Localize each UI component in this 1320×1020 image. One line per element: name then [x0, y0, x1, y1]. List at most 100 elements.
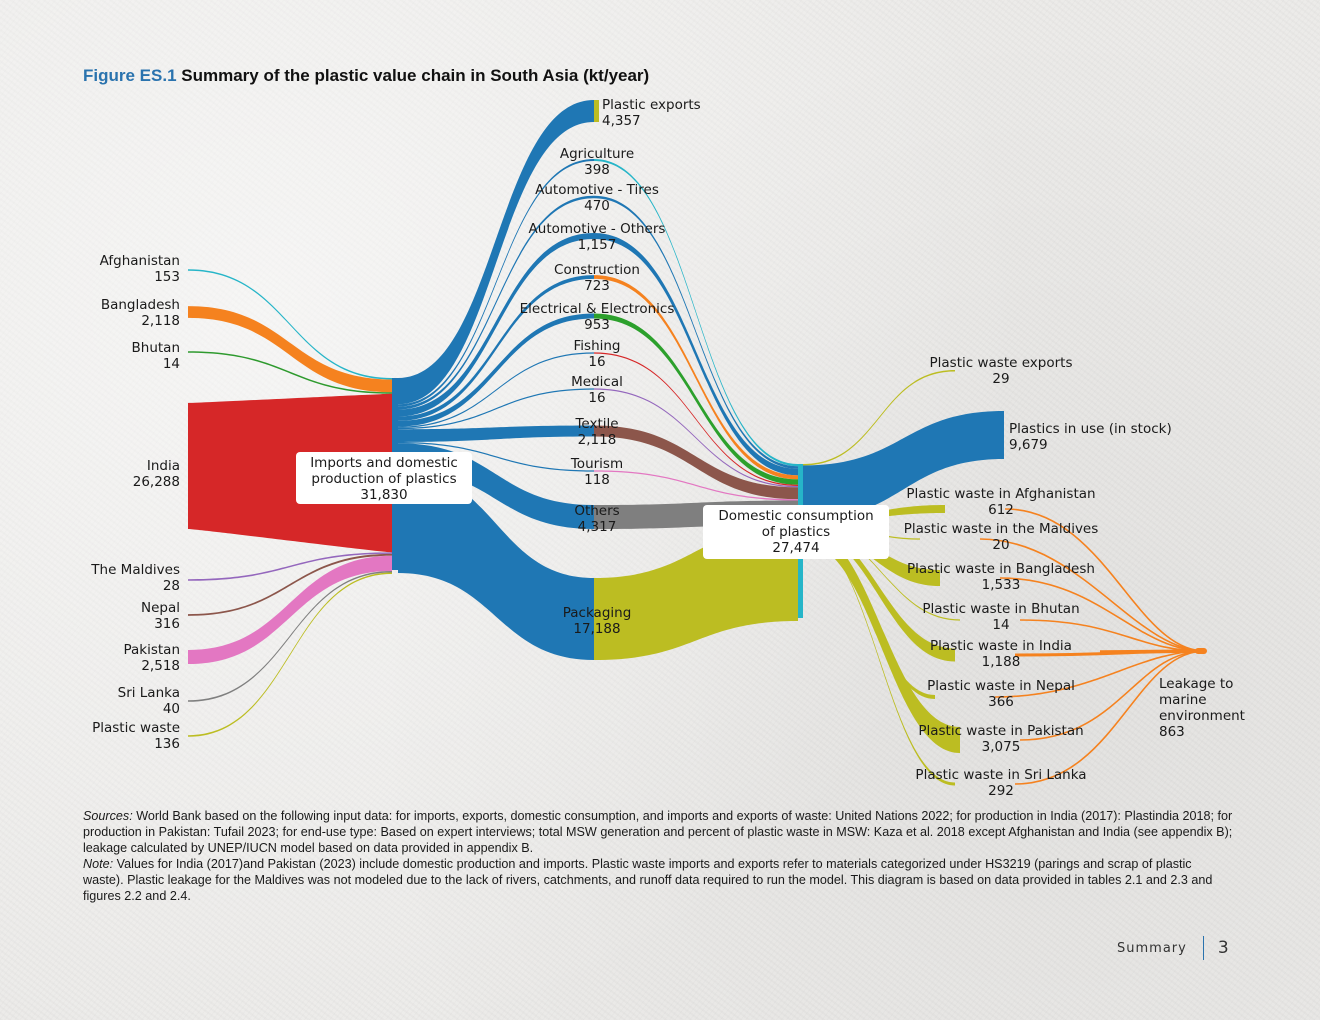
label-plastic-waste-line: Plastic waste: [92, 720, 180, 736]
label-plastic-waste-in-nepal: Plastic waste in Nepal 366: [927, 678, 1075, 710]
label-construction-line: Construction: [554, 262, 640, 278]
flow-to-agriculture: [398, 158, 594, 407]
flow-plastic-waste-in-india: [803, 524, 955, 662]
flow-plastic-waste-in-pakistan: [803, 527, 960, 753]
label-plastic-waste-in-pakistan-line: Plastic waste in Pakistan: [918, 723, 1083, 739]
label-plastic-waste-in-sri-lanka-line: Plastic waste in Sri Lanka: [915, 767, 1086, 783]
label-plastic-waste-in-sri-lanka: Plastic waste in Sri Lanka 292: [915, 767, 1086, 799]
label-packaging-line: Packaging: [563, 605, 632, 621]
label-agriculture: Agriculture 398: [560, 146, 634, 178]
label-textile-line: 2,118: [578, 432, 617, 448]
label-automotive-tires-line: Automotive - Tires: [535, 182, 659, 198]
label-plastic-exports-line: 4,357: [602, 113, 641, 129]
label-leakage-to-marine-environment-line: 863: [1159, 724, 1185, 740]
node-plastic-exports: [594, 100, 599, 122]
flow-bangladesh: [188, 306, 392, 393]
note-text: Values for India (2017)and Pakistan (202…: [83, 857, 1213, 903]
flow-the-maldives: [188, 552, 392, 581]
label-plastic-waste-in-bhutan-line: Plastic waste in Bhutan: [922, 601, 1079, 617]
note-label: Note:: [83, 857, 114, 871]
sources-text: World Bank based on the following input …: [83, 809, 1233, 855]
label-hub-consumption: Domestic consumption of plastics 27,474: [718, 508, 873, 556]
label-pakistan: Pakistan 2,518: [123, 642, 180, 674]
label-plastic-waste-in-india: Plastic waste in India 1,188: [930, 638, 1072, 670]
label-sri-lanka-line: Sri Lanka: [118, 685, 180, 701]
label-nepal-line: 316: [154, 616, 180, 632]
flow-construction-to-consumption: [594, 275, 798, 480]
flow-tourism-to-consumption: [594, 470, 798, 501]
label-plastics-in-use-line: 9,679: [1009, 437, 1048, 453]
flow-plastic-waste-in-bhutan: [803, 523, 960, 621]
label-pakistan-line: Pakistan: [123, 642, 180, 658]
label-plastic-waste-in-the-maldives: Plastic waste in the Maldives 20: [904, 521, 1099, 553]
source-flows: [188, 269, 392, 737]
label-plastic-waste-in-bangladesh: Plastic waste in Bangladesh 1,533: [907, 561, 1095, 593]
label-automotive-tires-line: 470: [584, 198, 610, 214]
flow-to-automotive-others: [398, 232, 594, 417]
label-nepal-line: Nepal: [141, 600, 180, 616]
label-packaging-line: 17,188: [573, 621, 620, 637]
label-plastic-waste-in-afghanistan-line: Plastic waste in Afghanistan: [906, 486, 1095, 502]
flow-plastic-waste-in-sri-lanka: [803, 532, 955, 786]
label-plastics-in-use-line: Plastics in use (in stock): [1009, 421, 1172, 437]
label-sri-lanka-line: 40: [163, 701, 180, 717]
label-afghanistan: Afghanistan 153: [100, 253, 180, 285]
flow-india: [188, 393, 392, 553]
label-plastic-exports: Plastic exports 4,357: [602, 97, 701, 129]
label-others-line: Others: [574, 503, 619, 519]
node-leakage: [1195, 648, 1207, 654]
label-fishing-line: Fishing: [574, 338, 621, 354]
label-india-line: India: [147, 458, 180, 474]
label-nepal: Nepal 316: [141, 600, 180, 632]
flow-medical-to-consumption: [594, 388, 798, 488]
label-others-line: 4,317: [578, 519, 617, 535]
flow-automotive-others-to-consumption: [594, 232, 798, 476]
label-the-maldives-line: The Maldives: [90, 562, 180, 578]
label-tourism: Tourism 118: [570, 456, 623, 488]
label-plastic-waste-in-afghanistan: Plastic waste in Afghanistan 612: [906, 486, 1095, 518]
label-hub-consumption-box: [703, 505, 889, 559]
sector-flows: [398, 100, 803, 660]
label-hub-consumption-line: 27,474: [772, 540, 819, 556]
page-footer: Summary 3: [1117, 934, 1229, 962]
label-plastic-waste-in-bangladesh-line: Plastic waste in Bangladesh: [907, 561, 1095, 577]
leak-merge: [1099, 649, 1206, 654]
label-others: Others 4,317: [574, 503, 619, 535]
label-hub-imports: Imports and domestic production of plasti…: [310, 455, 458, 503]
flow-plastics-in-use-in-stock: [803, 411, 1004, 520]
label-leakage-to-marine-environment: Leakage to marine environment 863: [1159, 676, 1245, 740]
label-the-maldives: The Maldives 28: [90, 562, 180, 594]
label-medical-line: Medical: [571, 374, 623, 390]
label-plastic-waste-in-pakistan-line: 3,075: [982, 739, 1021, 755]
label-hub-imports-box: [296, 452, 472, 504]
label-leakage-to-marine-environment-line: environment: [1159, 708, 1245, 724]
label-automotive-others-line: 1,157: [578, 237, 617, 253]
flow-sri-lanka: [188, 570, 392, 702]
label-plastic-waste-in-bhutan: Plastic waste in Bhutan 14: [922, 601, 1079, 633]
flow-fishing-to-consumption: [594, 352, 798, 487]
label-agriculture-line: Agriculture: [560, 146, 634, 162]
label-afghanistan-line: Afghanistan: [100, 253, 180, 269]
label-bangladesh-line: 2,118: [141, 313, 180, 329]
label-automotive-tires: Automotive - Tires 470: [535, 182, 659, 214]
label-plastic-waste-in-nepal-line: 366: [988, 694, 1014, 710]
flow-afghanistan: [188, 269, 392, 380]
label-the-maldives-line: 28: [163, 578, 180, 594]
label-electrical-and-electronics-line: 953: [584, 317, 610, 333]
flow-to-medical: [398, 388, 594, 430]
figure-title: Figure ES.1 Summary of the plastic value…: [83, 66, 649, 86]
flow-plastic-waste: [188, 572, 392, 737]
flow-to-fishing: [398, 352, 594, 428]
label-automotive-others-line: Automotive - Others: [529, 221, 666, 237]
sources-note: Sources: World Bank based on the followi…: [83, 808, 1233, 856]
flow-plastic-waste-exports: [803, 370, 955, 466]
label-hub-consumption-line: Domestic consumption: [718, 508, 873, 524]
label-textile: Textile 2,118: [574, 416, 618, 448]
flow-nepal: [188, 553, 392, 616]
sources-label: Sources:: [83, 809, 133, 823]
leak-plastic-waste-in-the-maldives: [979, 538, 1206, 652]
label-plastic-waste-in-the-maldives-line: 20: [992, 537, 1009, 553]
leak-plastic-waste-in-sri-lanka: [1014, 650, 1206, 785]
label-bhutan-line: 14: [163, 356, 180, 372]
